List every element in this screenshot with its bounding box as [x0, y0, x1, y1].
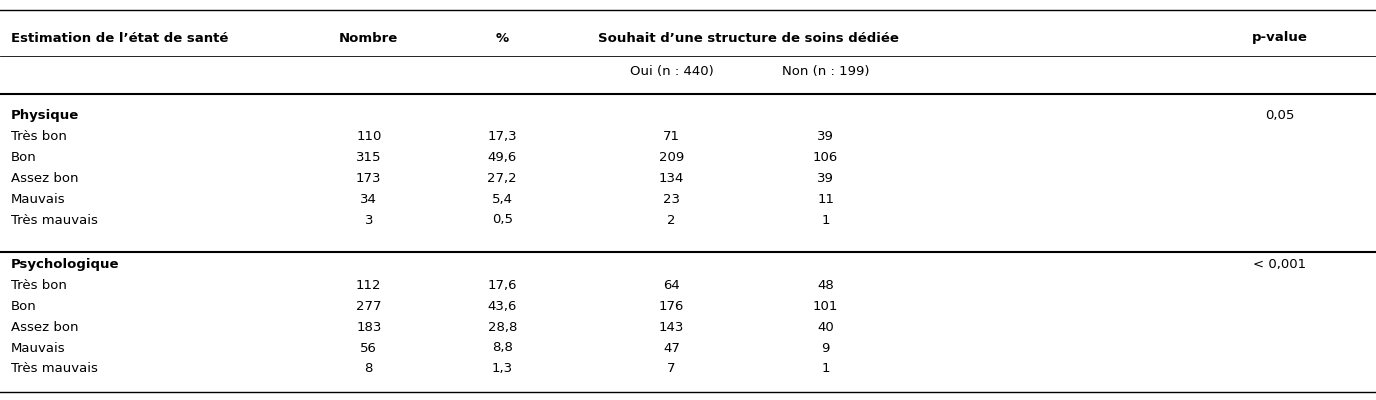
Text: Oui (n : 440): Oui (n : 440) — [630, 66, 713, 78]
Text: 23: 23 — [663, 193, 680, 206]
Text: Très mauvais: Très mauvais — [11, 214, 98, 226]
Text: %: % — [495, 32, 509, 44]
Text: Nombre: Nombre — [338, 32, 399, 44]
Text: Physique: Physique — [11, 110, 80, 122]
Text: Assez bon: Assez bon — [11, 321, 78, 334]
Text: Mauvais: Mauvais — [11, 193, 66, 206]
Text: 0,05: 0,05 — [1265, 110, 1295, 122]
Text: 7: 7 — [667, 362, 676, 375]
Text: 110: 110 — [356, 130, 381, 143]
Text: Assez bon: Assez bon — [11, 172, 78, 185]
Text: 39: 39 — [817, 172, 834, 185]
Text: 2: 2 — [667, 214, 676, 226]
Text: Mauvais: Mauvais — [11, 342, 66, 354]
Text: Psychologique: Psychologique — [11, 258, 120, 271]
Text: 8,8: 8,8 — [491, 342, 513, 354]
Text: 1,3: 1,3 — [491, 362, 513, 375]
Text: 106: 106 — [813, 151, 838, 164]
Text: 173: 173 — [356, 172, 381, 185]
Text: 5,4: 5,4 — [491, 193, 513, 206]
Text: Bon: Bon — [11, 300, 37, 313]
Text: 277: 277 — [356, 300, 381, 313]
Text: p-value: p-value — [1252, 32, 1307, 44]
Text: 71: 71 — [663, 130, 680, 143]
Text: Très bon: Très bon — [11, 130, 67, 143]
Text: 34: 34 — [361, 193, 377, 206]
Text: 40: 40 — [817, 321, 834, 334]
Text: 43,6: 43,6 — [487, 300, 517, 313]
Text: 0,5: 0,5 — [491, 214, 513, 226]
Text: 28,8: 28,8 — [487, 321, 517, 334]
Text: 49,6: 49,6 — [487, 151, 517, 164]
Text: 47: 47 — [663, 342, 680, 354]
Text: Souhait d’une structure de soins dédiée: Souhait d’une structure de soins dédiée — [599, 32, 899, 44]
Text: 143: 143 — [659, 321, 684, 334]
Text: 27,2: 27,2 — [487, 172, 517, 185]
Text: 101: 101 — [813, 300, 838, 313]
Text: 3: 3 — [365, 214, 373, 226]
Text: 183: 183 — [356, 321, 381, 334]
Text: 17,6: 17,6 — [487, 279, 517, 292]
Text: 11: 11 — [817, 193, 834, 206]
Text: Très bon: Très bon — [11, 279, 67, 292]
Text: 17,3: 17,3 — [487, 130, 517, 143]
Text: 1: 1 — [821, 214, 830, 226]
Text: 39: 39 — [817, 130, 834, 143]
Text: Très mauvais: Très mauvais — [11, 362, 98, 375]
Text: 56: 56 — [361, 342, 377, 354]
Text: 8: 8 — [365, 362, 373, 375]
Text: Estimation de l’état de santé: Estimation de l’état de santé — [11, 32, 228, 44]
Text: 134: 134 — [659, 172, 684, 185]
Text: 112: 112 — [356, 279, 381, 292]
Text: Non (n : 199): Non (n : 199) — [782, 66, 870, 78]
Text: 209: 209 — [659, 151, 684, 164]
Text: 176: 176 — [659, 300, 684, 313]
Text: 64: 64 — [663, 279, 680, 292]
Text: Bon: Bon — [11, 151, 37, 164]
Text: < 0,001: < 0,001 — [1254, 258, 1306, 271]
Text: 9: 9 — [821, 342, 830, 354]
Text: 315: 315 — [356, 151, 381, 164]
Text: 1: 1 — [821, 362, 830, 375]
Text: 48: 48 — [817, 279, 834, 292]
